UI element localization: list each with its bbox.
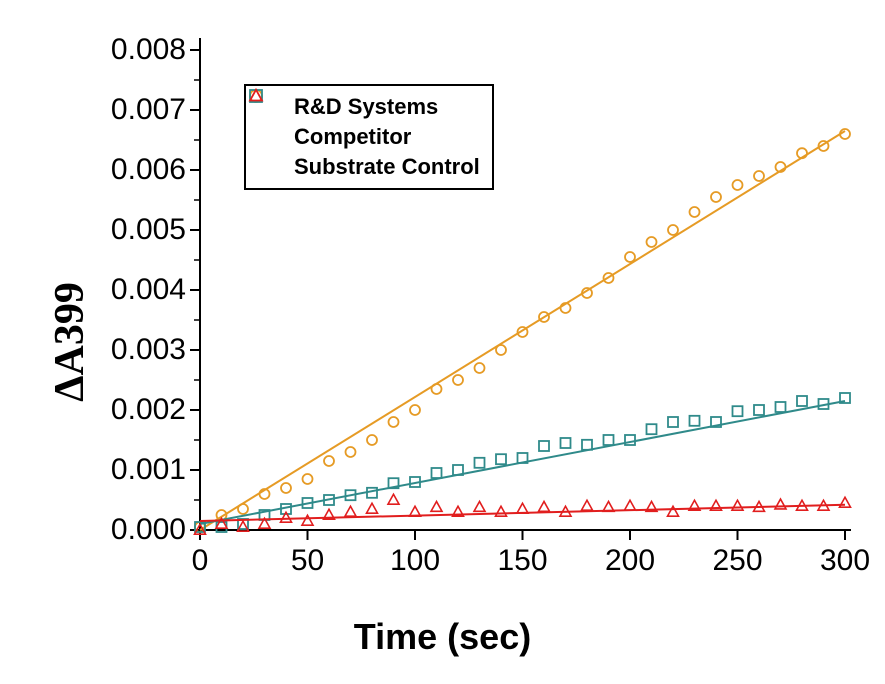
chart-container: 0.000 0.001 0.002 0.003 0.004 0.005 0.006 0.007… bbox=[0, 0, 885, 684]
y-tick-label: 0.001 bbox=[111, 453, 186, 487]
legend-label: Competitor bbox=[294, 124, 411, 150]
y-tick-label: 0.000 bbox=[111, 513, 186, 547]
legend-label: R&D Systems bbox=[294, 94, 438, 120]
y-tick-label: 0.007 bbox=[111, 93, 186, 127]
y-tick-label: 0.003 bbox=[111, 333, 186, 367]
y-axis-label: ΔA399 bbox=[46, 282, 94, 402]
legend-item: R&D Systems bbox=[256, 92, 480, 122]
x-axis-label: Time (sec) bbox=[354, 616, 531, 658]
x-tick-label: 250 bbox=[712, 544, 762, 578]
legend-item: Competitor bbox=[256, 122, 480, 152]
y-tick-label: 0.002 bbox=[111, 393, 186, 427]
fit-line bbox=[200, 131, 845, 530]
x-tick-label: 0 bbox=[192, 544, 209, 578]
legend-item: Substrate Control bbox=[256, 152, 480, 182]
y-tick-label: 0.005 bbox=[111, 213, 186, 247]
y-tick-label: 0.006 bbox=[111, 153, 186, 187]
x-tick-label: 300 bbox=[820, 544, 870, 578]
x-tick-label: 100 bbox=[390, 544, 440, 578]
legend: R&D Systems Competitor Substrate Control bbox=[244, 84, 494, 190]
y-tick-label: 0.004 bbox=[111, 273, 186, 307]
x-tick-label: 50 bbox=[291, 544, 324, 578]
y-tick-label: 0.008 bbox=[111, 33, 186, 67]
legend-label: Substrate Control bbox=[294, 154, 480, 180]
x-tick-label: 200 bbox=[605, 544, 655, 578]
x-tick-label: 150 bbox=[497, 544, 547, 578]
